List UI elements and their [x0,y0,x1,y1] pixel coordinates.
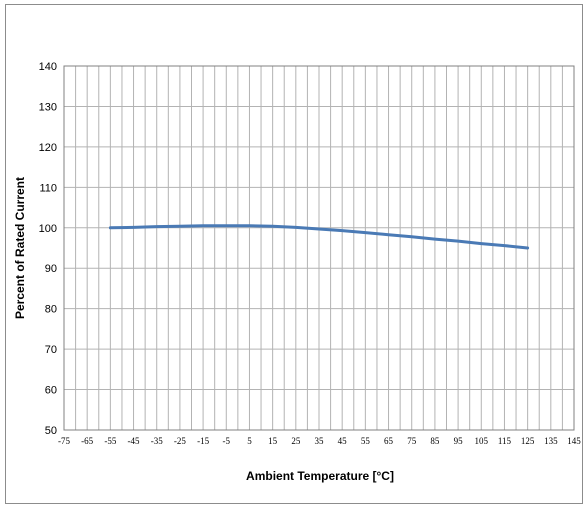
x-tick-label: -75 [58,436,70,446]
series-line-1 [108,224,530,250]
x-tick-label: 85 [430,436,440,446]
x-axis-title: Ambient Temperature [°C] [246,469,394,483]
x-tick-label: -55 [104,436,116,446]
x-tick-label: 115 [498,436,512,446]
x-tick-label: 135 [544,436,558,446]
y-tick-label: 80 [45,304,57,316]
x-tick-label: 15 [268,436,278,446]
y-axis-tick-labels: 50 60 70 80 90 100 110 120 130 140 [39,61,57,437]
chart-frame [5,4,583,504]
x-tick-label: 105 [475,436,489,446]
x-tick-label: -15 [197,436,209,446]
plot-area [63,65,575,431]
x-tick-label: 125 [521,436,535,446]
x-tick-label: 55 [361,436,371,446]
x-tick-label: -45 [128,436,140,446]
y-axis-title: Percent of Rated Current [13,177,27,319]
vertical-gridlines [63,66,575,430]
y-tick-label: 140 [39,61,57,73]
y-tick-label: 70 [45,344,57,356]
x-axis-tick-labels: -75 -65 -55 -45 -35 -25 -15 -5 5 15 25 35 45 55 65 75 85… [58,436,581,446]
series-group [108,224,530,250]
x-tick-label: -5 [223,436,231,446]
y-tick-label: 50 [45,425,57,437]
y-tick-label: 130 [39,101,57,113]
y-tick-label: 90 [45,263,57,275]
x-tick-label: -65 [81,436,93,446]
x-tick-label: 25 [291,436,301,446]
x-tick-label: -35 [151,436,163,446]
x-tick-label: 5 [247,436,252,446]
x-tick-label: 45 [338,436,348,446]
y-tick-label: 60 [45,385,57,397]
y-tick-label: 100 [39,223,57,235]
x-tick-label: -25 [174,436,186,446]
x-tick-label: 35 [315,436,325,446]
x-tick-label: 75 [407,436,417,446]
x-tick-label: 145 [567,436,581,446]
x-tick-label: 65 [384,436,394,446]
y-tick-label: 110 [39,182,57,194]
x-tick-label: 95 [454,436,464,446]
y-tick-label: 120 [39,142,57,154]
